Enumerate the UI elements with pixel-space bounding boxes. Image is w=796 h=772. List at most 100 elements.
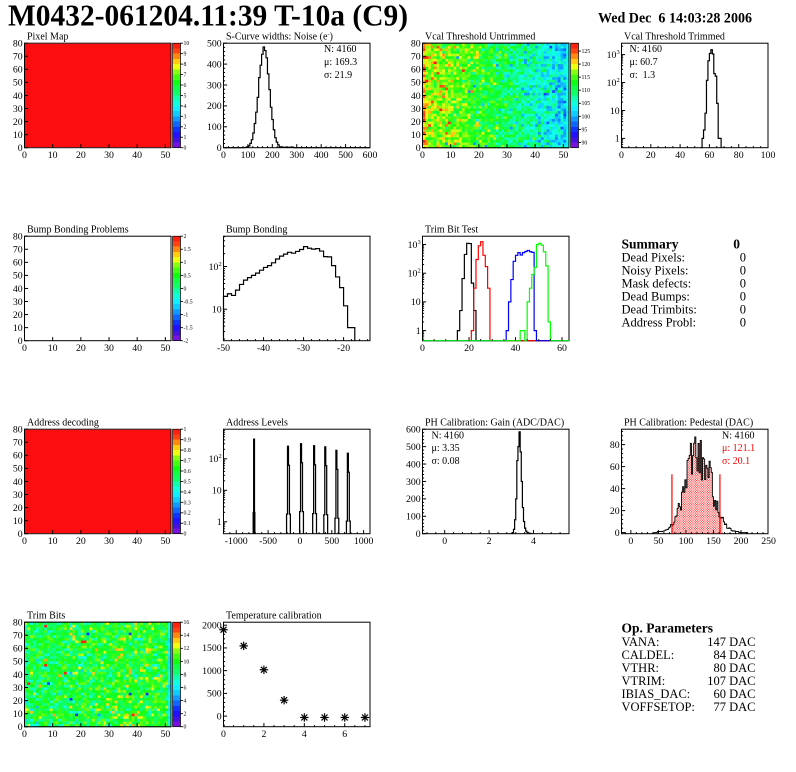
svg-text:20: 20 [474,150,484,161]
svg-text:40: 40 [13,670,23,681]
svg-text:0: 0 [22,729,27,740]
svg-text:Summary: Summary [622,236,679,251]
svg-text:0: 0 [18,529,23,540]
svg-text:40: 40 [610,484,620,495]
svg-text:40: 40 [13,477,23,488]
svg-text:0: 0 [733,236,740,251]
svg-text:1: 1 [416,326,421,337]
svg-text:80: 80 [13,618,23,629]
svg-text:-500: -500 [259,536,277,547]
svg-text:400: 400 [406,459,421,470]
svg-text:0: 0 [740,251,746,265]
svg-text:0: 0 [740,316,746,330]
svg-text:20: 20 [610,506,620,517]
svg-text:40: 40 [132,729,142,740]
svg-text:10: 10 [212,305,222,316]
svg-text:0: 0 [184,532,187,538]
svg-text:1000: 1000 [202,666,222,677]
svg-text:200: 200 [265,150,280,161]
svg-text:S-Curve widths: Noise (e-): S-Curve widths: Noise (e-) [226,31,333,43]
svg-text:0: 0 [420,343,425,354]
svg-text:10: 10 [48,150,58,161]
svg-text:3: 3 [184,114,187,120]
svg-text:40: 40 [511,343,521,354]
svg-text:80: 80 [13,232,23,243]
svg-text:107 DAC: 107 DAC [707,674,755,688]
svg-text:50: 50 [160,343,170,354]
svg-text:μ: 169.3: μ: 169.3 [324,57,357,68]
svg-text:0.5: 0.5 [184,479,191,485]
svg-text:60: 60 [411,65,421,76]
svg-text:30: 30 [104,536,114,547]
svg-text:10: 10 [446,150,456,161]
svg-text:10: 10 [184,659,190,665]
svg-text:500: 500 [207,689,222,700]
svg-text:0: 0 [217,711,222,722]
svg-text:500: 500 [338,150,353,161]
svg-text:80: 80 [411,39,421,50]
svg-text:600: 600 [363,150,378,161]
svg-text:-1000: -1000 [225,536,248,547]
svg-text:6: 6 [184,685,187,691]
svg-text:120: 120 [582,62,591,68]
svg-text:20: 20 [76,150,86,161]
svg-text:20: 20 [13,696,23,707]
svg-text:14: 14 [184,633,190,639]
svg-text:-30: -30 [297,343,310,354]
svg-text:50: 50 [13,271,23,282]
svg-text:0: 0 [217,143,222,154]
svg-text:0.6: 0.6 [184,469,191,475]
svg-text:1500: 1500 [202,643,222,654]
svg-text:80: 80 [13,39,23,50]
svg-text:10: 10 [48,536,58,547]
svg-text:30: 30 [13,104,23,115]
svg-text:20: 20 [13,503,23,514]
svg-text:500: 500 [406,442,421,453]
svg-text:-1: -1 [184,312,189,318]
svg-text:30: 30 [104,150,114,161]
svg-text:80 DAC: 80 DAC [713,661,755,675]
svg-text:8: 8 [184,62,187,68]
svg-text:103: 103 [408,239,421,251]
svg-text:10: 10 [13,516,23,527]
svg-text:0: 0 [22,536,27,547]
svg-text:0: 0 [442,536,447,547]
svg-text:μ: 3.35: μ: 3.35 [432,443,460,454]
svg-text:400: 400 [207,59,222,70]
svg-text:20: 20 [13,310,23,321]
svg-text:50: 50 [13,464,23,475]
svg-text:30: 30 [411,104,421,115]
svg-text:70: 70 [13,438,23,449]
svg-text:1: 1 [184,427,187,433]
svg-text:40: 40 [132,150,142,161]
svg-text:Temperature calibration: Temperature calibration [226,611,322,622]
svg-text:50: 50 [160,729,170,740]
svg-text:PH Calibration: Gain (ADC/DAC): PH Calibration: Gain (ADC/DAC) [425,418,564,429]
svg-text:80: 80 [734,150,744,161]
svg-text:102: 102 [209,261,222,273]
svg-text:6: 6 [342,729,347,740]
svg-text:-40: -40 [257,343,270,354]
svg-text:110: 110 [582,88,591,94]
svg-text:σ: 0.08: σ: 0.08 [432,456,460,467]
svg-text:10: 10 [13,130,23,141]
svg-text:10: 10 [48,343,58,354]
svg-text:50: 50 [654,536,664,547]
svg-text:40: 40 [530,150,540,161]
svg-text:σ: 1.3: σ: 1.3 [630,70,656,81]
svg-text:200: 200 [406,494,421,505]
svg-text:147 DAC: 147 DAC [707,635,755,649]
svg-text:μ: 121.1: μ: 121.1 [722,443,755,454]
svg-text:-20: -20 [337,343,350,354]
svg-text:1: 1 [615,134,620,145]
svg-text:0.9: 0.9 [184,438,191,444]
svg-text:16: 16 [184,620,190,626]
svg-text:Trim Bits: Trim Bits [27,611,65,622]
svg-text:40: 40 [13,91,23,102]
svg-text:9: 9 [184,52,187,58]
svg-text:10: 10 [13,709,23,720]
svg-text:Bump Bonding: Bump Bonding [226,225,287,236]
svg-text:8: 8 [184,672,187,678]
svg-text:2: 2 [487,536,492,547]
svg-text:Address decoding: Address decoding [27,418,99,429]
